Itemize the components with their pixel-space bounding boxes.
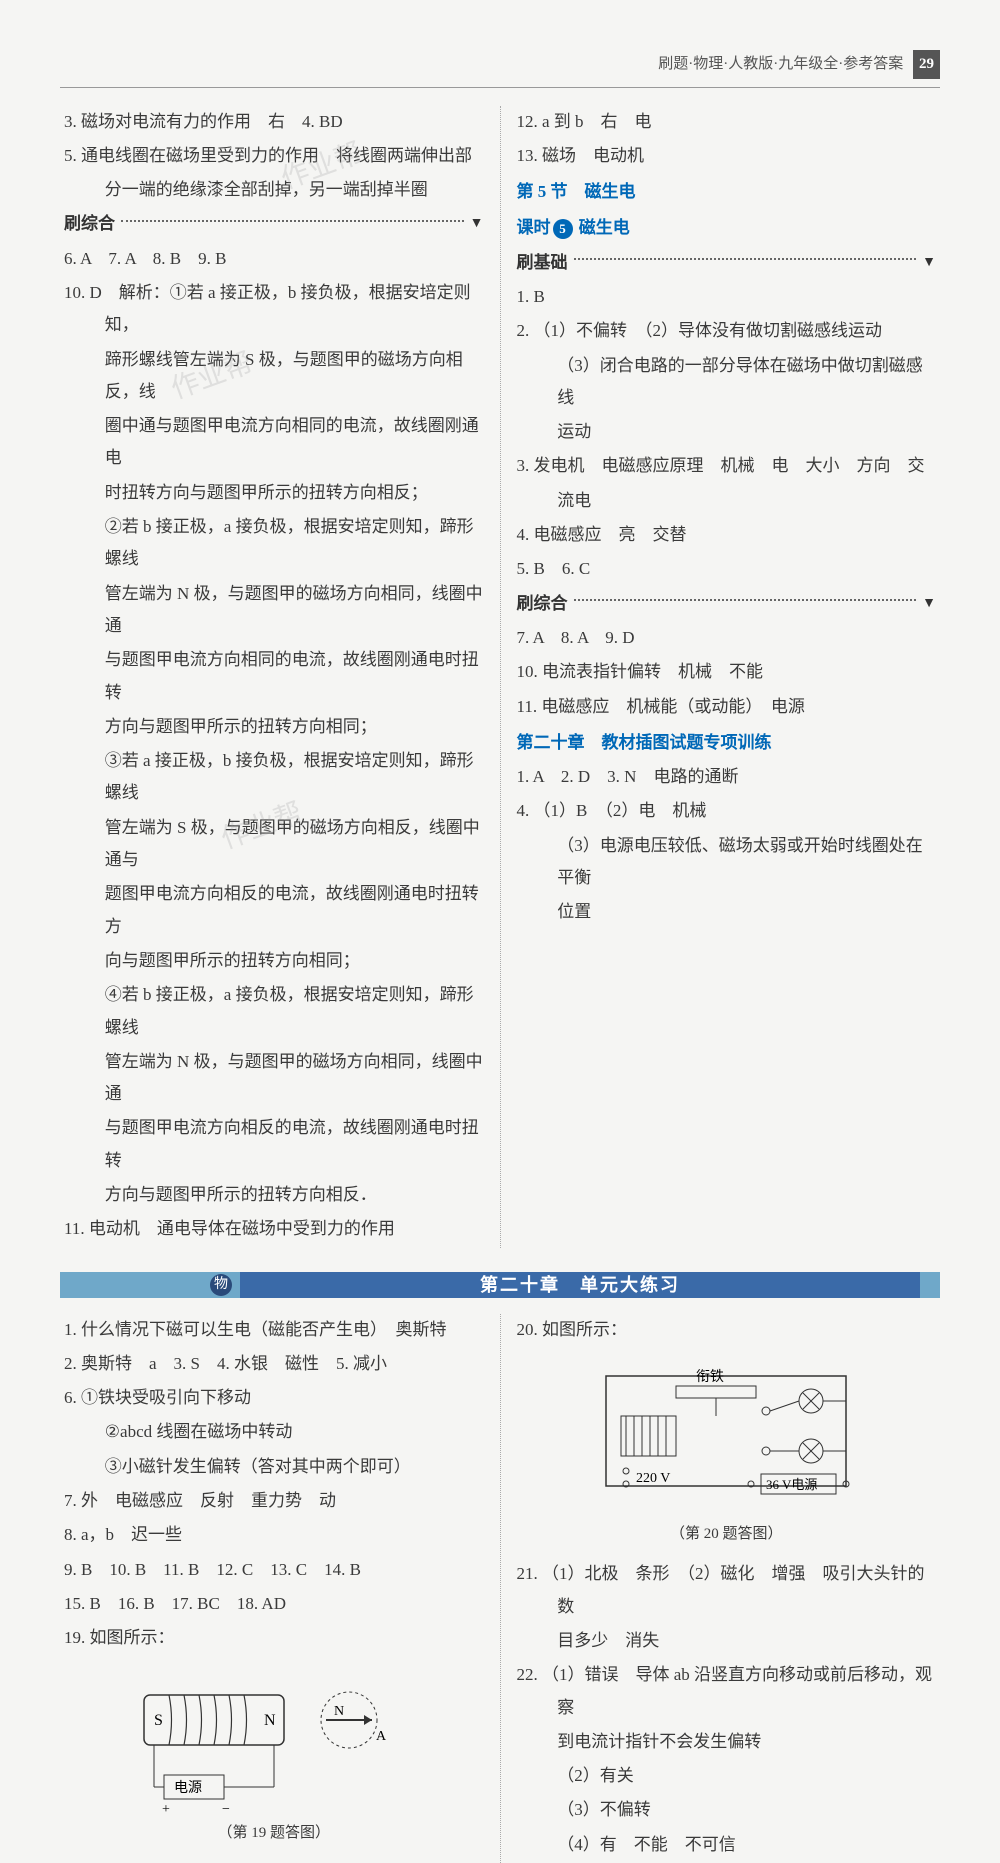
answer-line: ②若 b 接正极，a 接负极，根据安培定则知，蹄形螺线 [64, 511, 484, 576]
answer-line: 11. 电磁感应 机械能（或动能） 电源 [517, 691, 937, 723]
answer-line: 21. （1）北极 条形 （2）磁化 增强 吸引大头针的数 [517, 1558, 937, 1623]
answer-line: （4）有 不能 不可信 [517, 1829, 937, 1861]
fig19-label-S: S [154, 1712, 163, 1729]
figure-20-svg: 衔铁 220 V [576, 1356, 876, 1516]
section-label: 刷综合 [517, 588, 568, 620]
answer-line: 6. A 7. A 8. B 9. B [64, 243, 484, 275]
answer-line: 管左端为 S 极，与题图甲的磁场方向相反，线圈中通与 [64, 812, 484, 877]
page-header: 刷题·物理·人教版·九年级全·参考答案 29 [60, 50, 940, 88]
answer-line: 7. A 8. A 9. D [517, 622, 937, 654]
answer-line: 方向与题图甲所示的扭转方向相反． [64, 1179, 484, 1211]
answer-line: 方向与题图甲所示的扭转方向相同； [64, 711, 484, 743]
answer-line: （2）有关 [517, 1760, 937, 1792]
answer-line: 到电流计指针不会发生偏转 [517, 1726, 937, 1758]
section-label: 刷综合 [64, 208, 115, 240]
fig19-label-N1: N [264, 1712, 276, 1729]
banner-tail [920, 1272, 940, 1298]
answer-line: 位置 [517, 896, 937, 928]
answer-line: 4. 电磁感应 亮 交替 [517, 519, 937, 551]
svg-text:+: + [162, 1802, 170, 1815]
answer-line: 7. 外 电磁感应 反射 重力势 动 [64, 1485, 484, 1517]
answer-line: 分一端的绝缘漆全部刮掉，另一端刮掉半圈 [64, 174, 484, 206]
answer-line: 5. 通电线圈在磁场里受到力的作用 将线圈两端伸出部 [64, 140, 484, 172]
answer-line: 12. a 到 b 右 电 [517, 106, 937, 138]
answer-line: 19. 如图所示： [64, 1622, 484, 1654]
banner-badge: 物 [210, 1274, 232, 1296]
answer-line: ②abcd 线圈在磁场中转动 [64, 1416, 484, 1448]
figure-19-caption: （第 19 题答图） [64, 1819, 484, 1848]
figure-19: S N N A 电源 + − （第 19 题答图） [64, 1665, 484, 1848]
answer-line: （3）不偏转 [517, 1794, 937, 1826]
answer-line: ③小磁针发生偏转（答对其中两个即可） [64, 1451, 484, 1483]
answer-line: 1. A 2. D 3. N 电路的通断 [517, 761, 937, 793]
banner-title: 第二十章 单元大练习 [240, 1272, 920, 1298]
answer-line: 13. 磁场 电动机 [517, 140, 937, 172]
answer-line: 10. D 解析：①若 a 接正极，b 接负极，根据安培定则知， [64, 277, 484, 342]
figure-20: 衔铁 220 V [517, 1356, 937, 1549]
answer-line: 2. 奥斯特 a 3. S 4. 水银 磁性 5. 减小 [64, 1348, 484, 1380]
top-left-column: 3. 磁场对电流有力的作用 右 4. BD 5. 通电线圈在磁场里受到力的作用 … [60, 106, 500, 1248]
top-columns: 3. 磁场对电流有力的作用 右 4. BD 5. 通电线圈在磁场里受到力的作用 … [60, 106, 940, 1248]
fig20-label-iron: 衔铁 [696, 1369, 724, 1385]
answer-line: 10. 电流表指针偏转 机械 不能 [517, 656, 937, 688]
svg-text:−: − [222, 1802, 230, 1815]
answer-line: 题图甲电流方向相反的电流，故线圈刚通电时扭转方 [64, 878, 484, 943]
answer-line: 向与题图甲所示的扭转方向相同； [64, 945, 484, 977]
answer-line: （3）电源电压较低、磁场太弱或开始时线圈处在平衡 [517, 830, 937, 895]
answer-line: 15. B 16. B 17. BC 18. AD [64, 1588, 484, 1620]
lesson-badge: 5 [553, 219, 573, 239]
answer-line: 蹄形螺线管左端为 S 极，与题图甲的磁场方向相反，线 [64, 344, 484, 409]
page-number: 29 [913, 50, 940, 79]
answer-line: 9. B 10. B 11. B 12. C 13. C 14. B [64, 1554, 484, 1586]
answer-line: 8. a，b 迟一些 [64, 1519, 484, 1551]
top-right-column: 12. a 到 b 右 电 13. 磁场 电动机 第 5 节 磁生电 课时5 磁… [500, 106, 941, 1248]
answer-line: 与题图甲电流方向相同的电流，故线圈刚通电时扭转 [64, 644, 484, 709]
banner-lead: 物 [60, 1272, 240, 1298]
section-heading: 第 5 节 磁生电 [517, 176, 937, 208]
answer-line: 目多少 消失 [517, 1625, 937, 1657]
answer-line: 1. B [517, 281, 937, 313]
answer-line: 运动 [517, 416, 937, 448]
answer-line: 6. ①铁块受吸引向下移动 [64, 1382, 484, 1414]
answer-line: ③若 a 接正极，b 接负极，根据安培定则知，蹄形螺线 [64, 745, 484, 810]
answer-line: （3）闭合电路的一部分导体在磁场中做切割磁感线 [517, 350, 937, 415]
answer-line: 20. 如图所示： [517, 1314, 937, 1346]
answer-line: 3. 磁场对电流有力的作用 右 4. BD [64, 106, 484, 138]
answer-line: 管左端为 N 极，与题图甲的磁场方向相同，线圈中通 [64, 578, 484, 643]
lesson-label: 课时 [517, 218, 551, 237]
figure-20-caption: （第 20 题答图） [517, 1520, 937, 1549]
chapter-heading: 第二十章 教材插图试题专项训练 [517, 727, 937, 759]
answer-line: 1. 什么情况下磁可以生电（磁能否产生电） 奥斯特 [64, 1314, 484, 1346]
answer-line: ④若 b 接正极，a 接负极，根据安培定则知，蹄形螺线 [64, 979, 484, 1044]
bottom-right-column: 20. 如图所示： 衔铁 [500, 1314, 941, 1863]
fig20-label-220v: 220 V [636, 1471, 670, 1486]
bottom-columns: 1. 什么情况下磁可以生电（磁能否产生电） 奥斯特 2. 奥斯特 a 3. S … [60, 1314, 940, 1863]
answer-line: 2. （1）不偏转 （2）导体没有做切割磁感线运动 [517, 315, 937, 347]
answer-line: 11. 电动机 通电导体在磁场中受到力的作用 [64, 1213, 484, 1245]
answer-line: 与题图甲电流方向相反的电流，故线圈刚通电时扭转 [64, 1112, 484, 1177]
fig20-label-36v: 36 V电源 [766, 1477, 817, 1492]
section-label: 刷基础 [517, 247, 568, 279]
lesson-heading: 课时5 磁生电 [517, 212, 937, 244]
answer-line: 22. （1）错误 导体 ab 沿竖直方向移动或前后移动，观察 [517, 1659, 937, 1724]
answer-line: 管左端为 N 极，与题图甲的磁场方向相同，线圈中通 [64, 1046, 484, 1111]
answer-line: 圈中通与题图甲电流方向相同的电流，故线圈刚通电 [64, 410, 484, 475]
answer-line: 时扭转方向与题图甲所示的扭转方向相反； [64, 477, 484, 509]
answer-line: 流电 [517, 485, 937, 517]
section-divider: 刷综合 ▼ [517, 588, 937, 620]
section-divider: 刷基础 ▼ [517, 247, 937, 279]
answer-line: 3. 发电机 电磁感应原理 机械 电 大小 方向 交 [517, 450, 937, 482]
fig19-label-N2: N [334, 1704, 344, 1719]
figure-19-svg: S N N A 电源 + − [124, 1665, 424, 1815]
section-divider: 刷综合 ▼ [64, 208, 484, 240]
answer-line: 5. B 6. C [517, 553, 937, 585]
answer-line: 4. （1）B （2）电 机械 [517, 795, 937, 827]
fig19-label-power: 电源 [174, 1780, 202, 1796]
chapter-banner: 物 第二十章 单元大练习 [60, 1272, 940, 1298]
header-text: 刷题·物理·人教版·九年级全·参考答案 [658, 56, 903, 72]
fig19-label-A: A [376, 1729, 387, 1744]
lesson-text: 磁生电 [579, 218, 630, 237]
bottom-left-column: 1. 什么情况下磁可以生电（磁能否产生电） 奥斯特 2. 奥斯特 a 3. S … [60, 1314, 500, 1863]
